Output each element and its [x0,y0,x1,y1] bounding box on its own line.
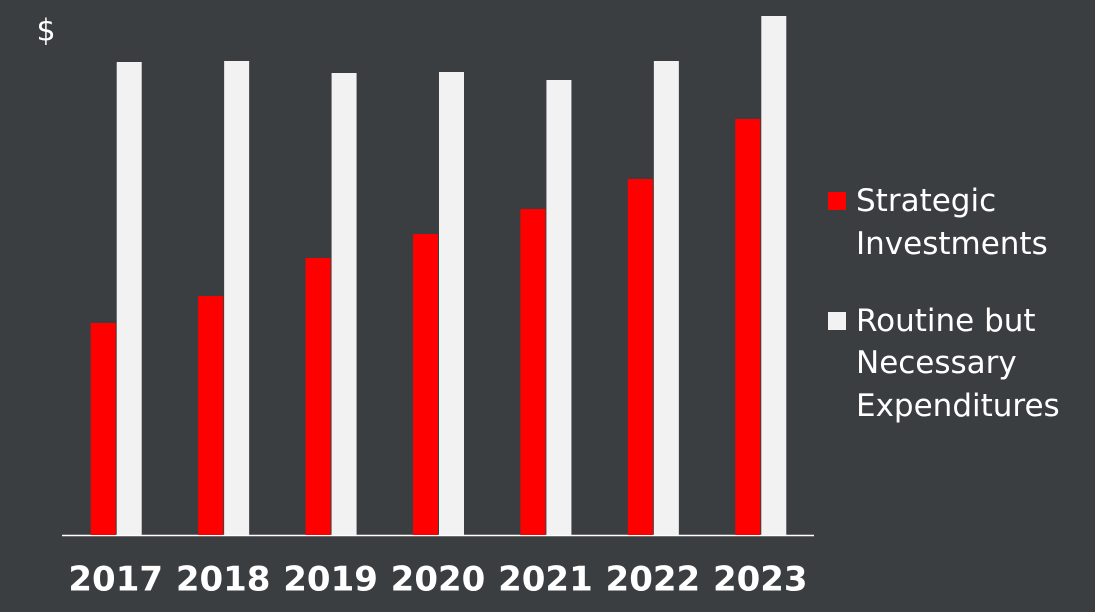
bar [439,72,464,535]
x-tick-label: 2022 [606,560,701,600]
bar [627,179,653,535]
x-tick-label: 2020 [391,560,486,600]
bar [90,323,116,535]
bar [224,61,250,535]
x-tick-label: 2021 [498,560,593,600]
legend: Strategic Investments Routine but Necessa… [828,180,1086,462]
bar [305,258,331,535]
legend-label: Routine but Necessary Expenditures [856,302,1060,425]
x-tick-label: 2019 [283,560,378,600]
legend-item: Routine but Necessary Expenditures [828,300,1086,428]
legend-swatch [828,192,846,210]
legend-label: Strategic Investments [856,183,1048,262]
legend-swatch [828,311,846,330]
bar [653,61,679,535]
y-axis-label: $ [36,14,55,49]
bar [331,73,357,535]
bar [735,119,761,535]
bar [761,16,787,535]
bar [413,234,438,535]
x-tick-label: 2023 [713,560,808,600]
bar [198,296,224,535]
x-tick-label: 2018 [176,560,271,600]
bar [546,80,572,535]
x-tick-label: 2017 [68,560,163,600]
bar [116,62,142,535]
bar [520,209,546,535]
legend-item: Strategic Investments [828,180,1086,266]
